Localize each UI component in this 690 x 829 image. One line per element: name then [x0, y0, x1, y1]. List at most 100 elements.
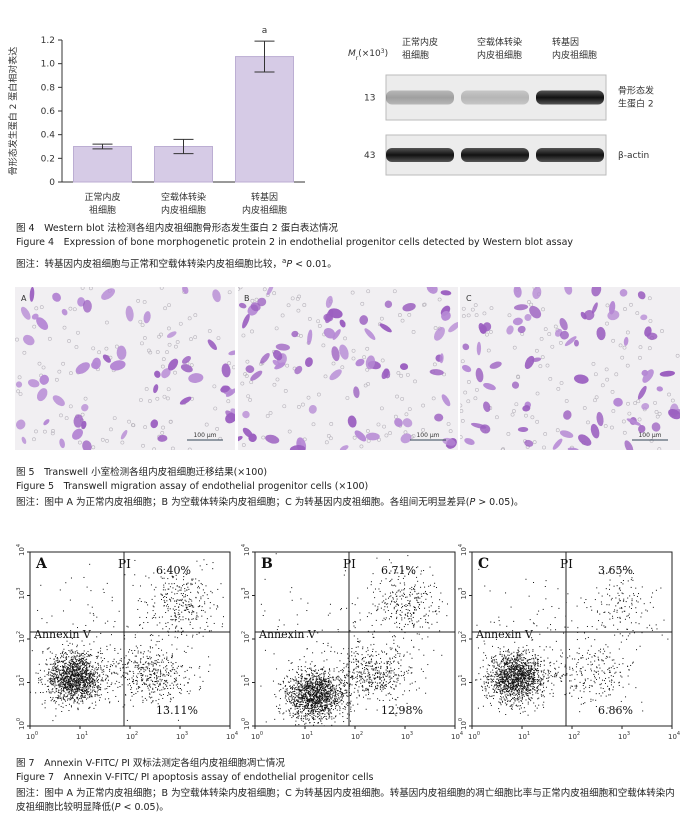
pore — [380, 358, 385, 363]
cell-dot — [313, 724, 315, 726]
cell-dot — [415, 567, 417, 569]
cell-dot — [398, 646, 400, 648]
cell-dot — [67, 686, 69, 688]
cell-dot — [58, 683, 60, 685]
cell — [441, 394, 451, 407]
cell-dot — [408, 669, 410, 671]
pore — [127, 419, 131, 424]
cell-dot — [369, 656, 371, 658]
cell-dot — [304, 684, 306, 686]
cell-dot — [72, 661, 74, 663]
cell-dot — [336, 697, 338, 699]
cell-dot — [295, 713, 297, 715]
pore — [611, 409, 616, 413]
cell-dot — [166, 658, 168, 660]
pore — [155, 396, 160, 401]
cell-dot — [80, 697, 82, 699]
cell-dot — [328, 708, 330, 710]
cell-dot — [276, 705, 278, 707]
cell-dot — [54, 699, 56, 701]
cell-dot — [310, 707, 312, 709]
cell-dot — [303, 708, 305, 710]
pore — [245, 359, 250, 364]
cell-dot — [355, 646, 357, 648]
cell-dot — [179, 616, 181, 618]
cell-dot — [83, 669, 85, 671]
cell-dot — [69, 651, 71, 653]
cell-dot — [75, 670, 77, 672]
cell-dot — [304, 687, 306, 689]
cell-dot — [200, 582, 202, 584]
cell-dot — [319, 709, 321, 711]
cell-dot — [297, 716, 299, 718]
cell-dot — [106, 645, 108, 647]
cell — [266, 287, 274, 296]
cell-dot — [385, 685, 387, 687]
cell-dot — [155, 617, 157, 619]
cell — [101, 288, 116, 300]
cell-dot — [371, 661, 373, 663]
pore — [586, 420, 590, 425]
cell-dot — [50, 700, 52, 702]
cell-dot — [72, 686, 74, 688]
cell-dot — [310, 710, 312, 712]
cell-dot — [338, 671, 340, 673]
pore — [250, 329, 254, 334]
cell-dot — [390, 670, 392, 672]
cell-dot — [70, 577, 72, 579]
cell-dot — [333, 717, 335, 719]
cell-dot — [312, 678, 314, 680]
cell-dot — [303, 688, 305, 690]
pore — [605, 377, 610, 382]
cell-dot — [81, 677, 83, 679]
cell-dot — [343, 693, 345, 695]
cell-dot — [62, 702, 64, 704]
cell-dot — [306, 684, 308, 686]
cell-dot — [143, 663, 145, 665]
cell-dot — [367, 670, 369, 672]
cell — [641, 402, 650, 410]
cell-dot — [377, 675, 379, 677]
cell-dot — [305, 661, 307, 663]
cell-dot — [308, 713, 310, 715]
cell-dot — [322, 699, 324, 701]
cell-dot — [434, 582, 436, 584]
cell-dot — [105, 674, 107, 676]
cell-dot — [59, 686, 61, 688]
cell-dot — [308, 703, 310, 705]
cell-dot — [291, 694, 293, 696]
cell-dot — [177, 637, 179, 639]
cell-dot — [97, 686, 99, 688]
cell-dot — [297, 696, 299, 698]
cell-dot — [383, 617, 385, 619]
cell-dot — [374, 597, 376, 599]
cell — [339, 445, 349, 450]
cell-dot — [86, 586, 88, 588]
cell-dot — [341, 682, 343, 684]
pore — [614, 372, 619, 377]
cell-dot — [89, 643, 91, 645]
cell-dot — [69, 662, 71, 664]
cell-dot — [44, 702, 46, 704]
cell-dot — [67, 689, 69, 691]
cell-dot — [305, 707, 307, 709]
cell-dot — [313, 697, 315, 699]
pore — [282, 404, 287, 409]
cell-dot — [188, 604, 190, 606]
cell-dot — [304, 688, 306, 690]
cell-dot — [399, 655, 401, 657]
cell-dot — [94, 672, 96, 674]
pore — [41, 365, 46, 370]
cell-dot — [83, 576, 85, 578]
pore — [648, 319, 653, 323]
cell-dot — [65, 653, 67, 655]
cell-dot — [139, 673, 141, 675]
cell-dot — [158, 684, 160, 686]
cell-dot — [87, 604, 89, 606]
cell-dot — [150, 639, 152, 641]
cell-dot — [71, 651, 73, 653]
cell-dot — [50, 681, 52, 683]
cell-dot — [159, 683, 161, 685]
cell-dot — [174, 618, 176, 620]
cell-dot — [170, 693, 172, 695]
